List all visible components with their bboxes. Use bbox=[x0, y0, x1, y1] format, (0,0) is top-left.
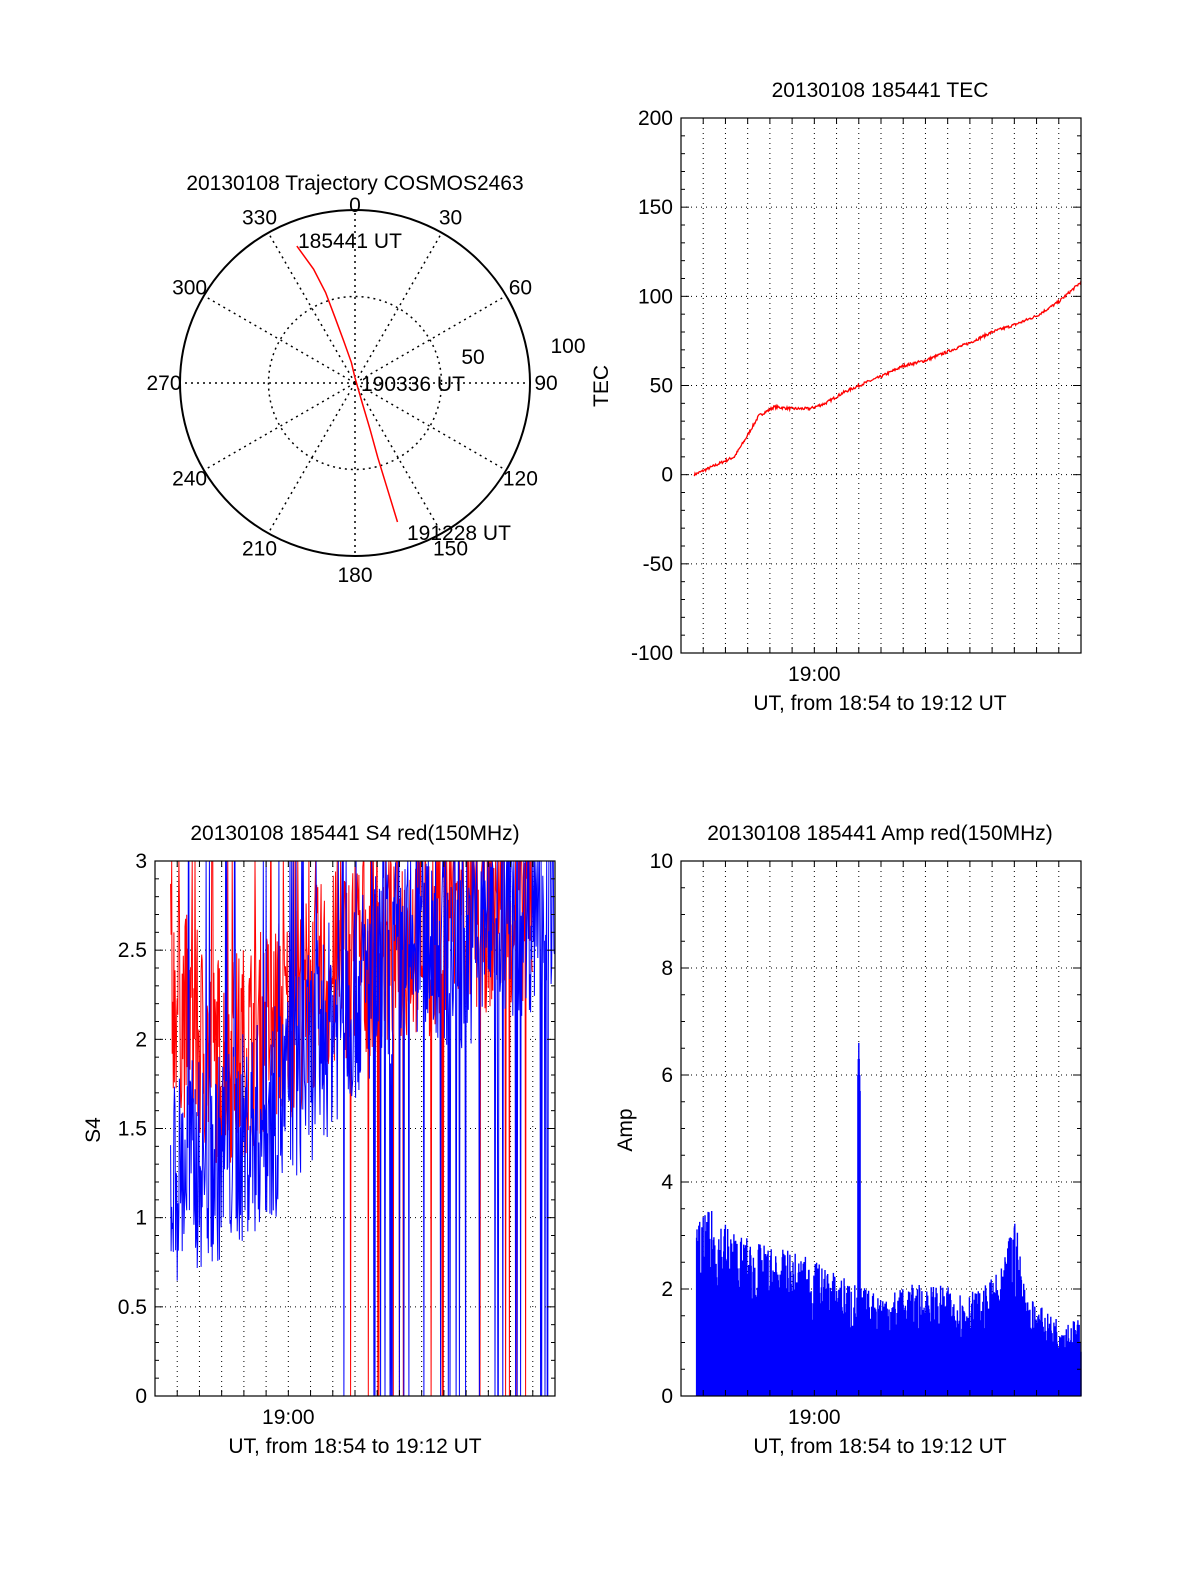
polar-angle-label: 30 bbox=[439, 207, 462, 230]
polar-spoke bbox=[204, 295, 356, 384]
tec-title: 20130108 185441 TEC bbox=[772, 79, 989, 102]
s4-title: 20130108 185441 S4 red(150MHz) bbox=[190, 822, 519, 845]
y-tick-label: 0 bbox=[661, 464, 673, 487]
polar-grid bbox=[179, 209, 531, 557]
polar-angle-label: 60 bbox=[509, 277, 532, 300]
polar-spoke bbox=[354, 382, 443, 534]
x-tick-label: 19:00 bbox=[262, 1406, 315, 1429]
annotation-mid-time: 190336 UT bbox=[361, 373, 465, 396]
y-tick-label: 1.5 bbox=[118, 1118, 147, 1141]
y-tick-label: -100 bbox=[631, 642, 673, 665]
trajectory-polar-plot: 20130108 Trajectory COSMOS2463 0 30 60 90 12… bbox=[146, 172, 585, 587]
trajectory-line bbox=[296, 245, 399, 523]
y-tick-label: 50 bbox=[650, 375, 673, 398]
tec-line bbox=[693, 280, 1082, 477]
annotation-start-time: 185441 UT bbox=[298, 230, 402, 253]
trajectory-series bbox=[296, 245, 399, 523]
y-tick-label: 0 bbox=[135, 1385, 147, 1408]
y-tick-label: 0.5 bbox=[118, 1296, 147, 1319]
polar-angle-label: 120 bbox=[503, 468, 538, 491]
tec-grid bbox=[681, 118, 1081, 653]
polar-angle-label: 300 bbox=[172, 277, 207, 300]
polar-angle-label: 90 bbox=[534, 372, 557, 395]
y-tick-label: 2 bbox=[661, 1278, 673, 1301]
amp-title: 20130108 185441 Amp red(150MHz) bbox=[707, 822, 1053, 845]
polar-angle-label: 270 bbox=[146, 372, 181, 395]
amp-xlabel: UT, from 18:54 to 19:12 UT bbox=[753, 1435, 1006, 1458]
polar-radius-label: 100 bbox=[550, 335, 585, 358]
y-tick-label: 6 bbox=[661, 1064, 673, 1087]
s4-ylabel: S4 bbox=[82, 1117, 105, 1143]
y-tick-label: 2.5 bbox=[118, 939, 147, 962]
y-tick-label: 3 bbox=[135, 850, 147, 873]
y-tick-label: 200 bbox=[638, 107, 673, 130]
s4-plot: 20130108 185441 S4 red(150MHz) 0 0.5 1 1.5 2… bbox=[82, 822, 556, 1458]
y-tick-label: 150 bbox=[638, 196, 673, 219]
amp-plot: 20130108 185441 Amp red(150MHz) 0 2 4 6 8 10 1… bbox=[614, 822, 1082, 1458]
y-tick-label: 4 bbox=[661, 1171, 673, 1194]
y-tick-label: 2 bbox=[135, 1028, 147, 1051]
amp-axes: 0 2 4 6 8 10 19:00 bbox=[650, 850, 1082, 1429]
tec-ylabel: TEC bbox=[590, 365, 613, 407]
annotation-end-time: 191228 UT bbox=[407, 522, 511, 545]
tec-plot: 20130108 185441 TEC -100 -50 0 50 100 150 200 1… bbox=[590, 79, 1082, 715]
x-tick-label: 19:00 bbox=[788, 663, 841, 686]
polar-angle-label: 0 bbox=[349, 194, 361, 217]
polar-radius-labels: 50 100 bbox=[461, 335, 585, 369]
polar-outer-circle bbox=[179, 209, 531, 557]
polar-inner-circle bbox=[267, 295, 443, 471]
y-tick-label: 1 bbox=[135, 1207, 147, 1230]
s4-axes: 0 0.5 1 1.5 2 2.5 3 19:00 bbox=[118, 850, 556, 1429]
polar-spoke bbox=[354, 232, 443, 384]
y-tick-label: -50 bbox=[643, 553, 673, 576]
amp-ylabel: Amp bbox=[614, 1108, 637, 1151]
tec-xlabel: UT, from 18:54 to 19:12 UT bbox=[753, 692, 1006, 715]
polar-spoke bbox=[354, 295, 506, 384]
s4-xlabel: UT, from 18:54 to 19:12 UT bbox=[228, 1435, 481, 1458]
polar-angle-label: 150 bbox=[433, 537, 468, 560]
y-tick-label: 10 bbox=[650, 850, 673, 873]
s4-series bbox=[170, 860, 555, 1397]
polar-spoke bbox=[267, 382, 356, 534]
amp-series bbox=[695, 1042, 1082, 1396]
polar-radius-label: 50 bbox=[461, 346, 484, 369]
polar-angle-label: 240 bbox=[172, 468, 207, 491]
y-tick-label: 8 bbox=[661, 957, 673, 980]
polar-angle-labels: 0 30 60 90 120 150 180 210 240 270 300 330 bbox=[146, 194, 557, 587]
polar-angle-label: 210 bbox=[242, 537, 277, 560]
y-tick-label: 0 bbox=[661, 1385, 673, 1408]
polar-spoke bbox=[204, 382, 356, 471]
polar-spoke bbox=[354, 382, 506, 471]
x-tick-label: 19:00 bbox=[788, 1406, 841, 1429]
tec-axes: -100 -50 0 50 100 150 200 19:00 bbox=[631, 107, 1082, 686]
polar-angle-label: 180 bbox=[337, 564, 372, 587]
amp-bars bbox=[695, 1042, 1082, 1396]
tec-series bbox=[693, 280, 1082, 477]
trajectory-title: 20130108 Trajectory COSMOS2463 bbox=[186, 172, 523, 195]
y-tick-label: 100 bbox=[638, 285, 673, 308]
polar-angle-label: 330 bbox=[242, 207, 277, 230]
polar-spoke bbox=[267, 232, 356, 384]
